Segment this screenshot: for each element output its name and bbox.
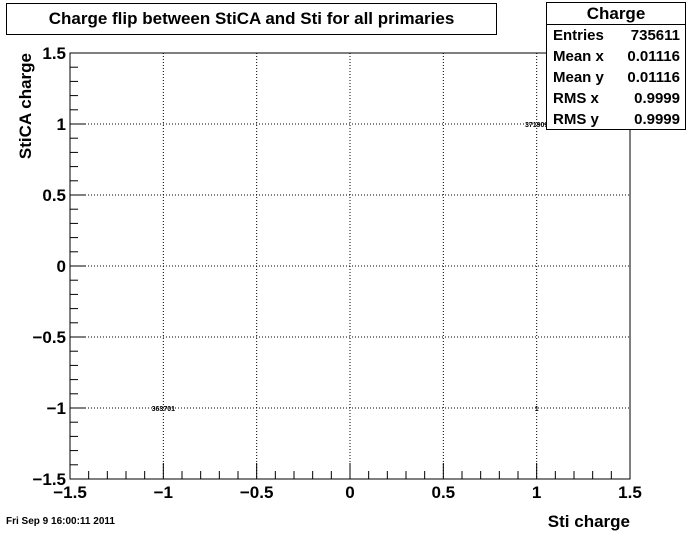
- x-tick-label: 0.5: [432, 483, 456, 502]
- x-tick-label: 0: [345, 483, 354, 502]
- stats-label: RMS y: [553, 111, 599, 128]
- x-tick-label: 1: [532, 483, 541, 502]
- y-tick-label: 1: [57, 115, 66, 134]
- y-tick-label: −1.5: [32, 470, 66, 489]
- stats-row: Mean y 0.01116: [547, 67, 685, 88]
- y-tick-label: 1.5: [42, 44, 66, 63]
- stats-row: Entries 735611: [547, 25, 685, 46]
- stats-label: Entries: [553, 27, 604, 44]
- stats-value: 0.9999: [634, 90, 680, 107]
- stats-value: 735611: [630, 27, 680, 44]
- stats-row: RMS y 0.9999: [547, 109, 685, 130]
- y-tick-label: 0: [57, 257, 66, 276]
- y-tick-label: −0.5: [32, 328, 66, 347]
- x-tick-label: −1.5: [53, 483, 87, 502]
- y-tick-label: −1: [47, 399, 66, 418]
- chart-title: Charge flip between StiCA and Sti for al…: [6, 3, 497, 35]
- bin-value-label: 371909: [525, 122, 548, 129]
- stats-label: Mean y: [553, 69, 604, 86]
- stats-row: Mean x 0.01116: [547, 46, 685, 67]
- y-axis-label: StiCA charge: [16, 53, 35, 159]
- stats-box: Charge Entries 735611 Mean x 0.01116 Mean …: [546, 2, 686, 130]
- bin-value-label: 1: [535, 406, 539, 413]
- stats-label: Mean x: [553, 48, 604, 65]
- x-axis-label: Sti charge: [548, 512, 630, 531]
- x-tick-label: −0.5: [240, 483, 274, 502]
- stats-value: 0.01116: [627, 48, 680, 65]
- stats-label: RMS x: [553, 90, 599, 107]
- stats-value: 0.9999: [634, 111, 680, 128]
- y-tick-label: 0.5: [42, 186, 66, 205]
- tick-labels: −1.5 −1 −0.5 0 0.5 1 1.5 −1.5 −1 −0.5 0 0.5 1 1.5: [32, 44, 641, 502]
- stats-value: 0.01116: [627, 69, 680, 86]
- bin-labels: 363701 371909 1: [152, 122, 549, 413]
- stats-title: Charge: [547, 3, 685, 25]
- bin-value-label: 363701: [152, 406, 175, 413]
- axis-ticks: [69, 52, 631, 480]
- grid-lines: [70, 53, 630, 479]
- timestamp: Fri Sep 9 16:00:11 2011: [6, 516, 115, 527]
- x-tick-label: −1: [154, 483, 173, 502]
- stats-row: RMS x 0.9999: [547, 88, 685, 109]
- x-tick-label: 1.5: [618, 483, 642, 502]
